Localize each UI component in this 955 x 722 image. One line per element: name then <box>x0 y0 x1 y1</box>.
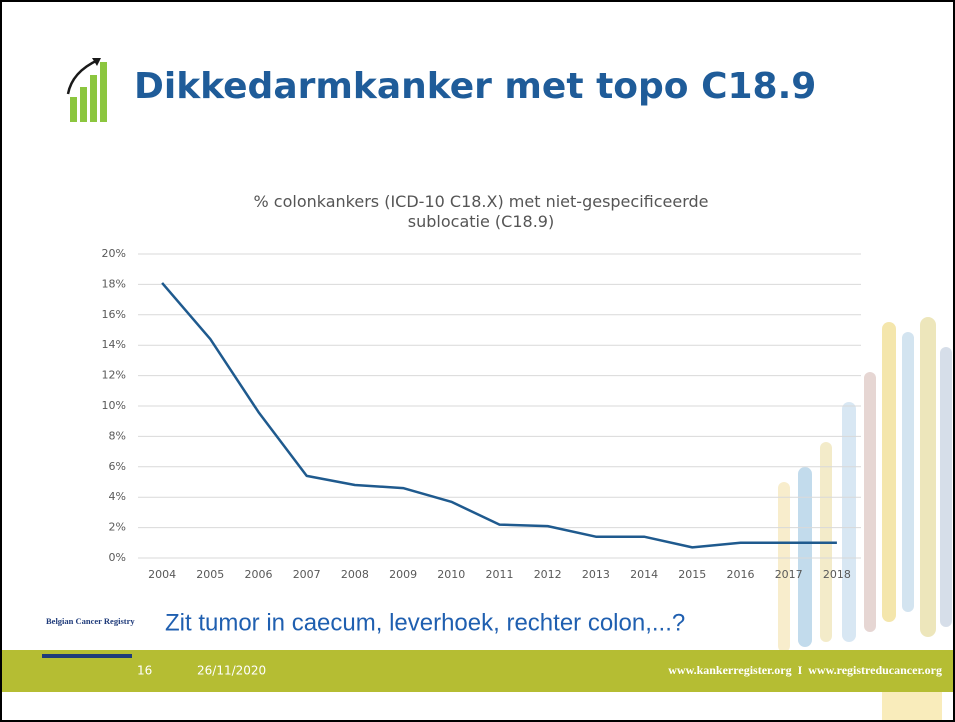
y-tick-label: 4% <box>109 490 126 503</box>
x-tick-label: 2004 <box>148 568 176 581</box>
x-tick-label: 2013 <box>582 568 610 581</box>
y-tick-label: 18% <box>102 277 126 290</box>
y-tick-label: 10% <box>102 399 126 412</box>
y-tick-label: 12% <box>102 369 126 382</box>
x-tick-label: 2012 <box>534 568 562 581</box>
x-tick-label: 2007 <box>293 568 321 581</box>
slide: Dikkedarmkanker met topo C18.9 Belgian C… <box>0 0 955 722</box>
footer-links: www.kankerregister.org I www.registreduc… <box>668 663 942 677</box>
x-tick-label: 2016 <box>727 568 755 581</box>
x-tick-label: 2018 <box>823 568 851 581</box>
logo-text: Belgian Cancer Registry <box>46 616 135 626</box>
x-tick-label: 2006 <box>245 568 273 581</box>
x-tick-label: 2008 <box>341 568 369 581</box>
y-tick-label: 14% <box>102 338 126 351</box>
slide-title: Dikkedarmkanker met topo C18.9 <box>134 66 816 107</box>
x-tick-label: 2011 <box>486 568 514 581</box>
question: Zit tumor in caecum, leverhoek, rechter … <box>165 609 685 636</box>
y-tick-label: 16% <box>102 308 126 321</box>
y-tick-label: 20% <box>102 247 126 260</box>
y-tick-label: 0% <box>109 551 126 564</box>
y-tick-label: 8% <box>109 429 126 442</box>
data-line <box>162 283 837 548</box>
date: 26/11/2020 <box>197 664 266 678</box>
page-number: 16 <box>137 664 152 678</box>
x-tick-label: 2005 <box>196 568 224 581</box>
x-tick-label: 2009 <box>389 568 417 581</box>
y-tick-label: 2% <box>109 521 126 534</box>
x-tick-label: 2015 <box>678 568 706 581</box>
chart: Dikkedarmkanker met topo C18.9 Belgian C… <box>2 2 953 720</box>
x-tick-label: 2010 <box>437 568 465 581</box>
x-tick-label: 2014 <box>630 568 658 581</box>
x-tick-label: 2017 <box>775 568 803 581</box>
chart-title: % colonkankers (ICD-10 C18.X) met niet-g… <box>221 192 741 232</box>
title-icon <box>68 58 107 122</box>
y-tick-label: 6% <box>109 460 126 473</box>
